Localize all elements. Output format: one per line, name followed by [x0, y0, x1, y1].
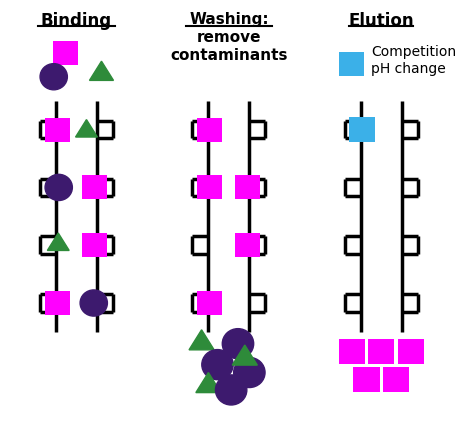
Text: Washing:
remove
contaminants: Washing: remove contaminants [170, 12, 288, 63]
Text: Competition
pH change: Competition pH change [371, 45, 456, 76]
FancyBboxPatch shape [398, 339, 424, 364]
FancyBboxPatch shape [338, 339, 365, 364]
FancyBboxPatch shape [197, 176, 222, 200]
FancyBboxPatch shape [53, 42, 78, 66]
FancyBboxPatch shape [235, 176, 260, 200]
Polygon shape [90, 62, 113, 81]
FancyBboxPatch shape [197, 291, 222, 315]
Circle shape [45, 175, 73, 201]
Polygon shape [47, 233, 69, 251]
Circle shape [216, 375, 247, 405]
FancyBboxPatch shape [82, 176, 107, 200]
Circle shape [80, 290, 108, 316]
FancyBboxPatch shape [339, 53, 364, 77]
FancyBboxPatch shape [197, 118, 222, 142]
FancyBboxPatch shape [235, 234, 260, 258]
FancyBboxPatch shape [349, 118, 375, 143]
Circle shape [222, 329, 254, 359]
Text: Elution: Elution [348, 12, 414, 30]
FancyBboxPatch shape [368, 339, 394, 364]
Circle shape [202, 350, 233, 380]
FancyBboxPatch shape [45, 118, 70, 142]
Circle shape [40, 64, 67, 91]
Circle shape [234, 357, 265, 388]
FancyBboxPatch shape [383, 367, 409, 392]
FancyBboxPatch shape [45, 291, 70, 315]
Text: Binding: Binding [41, 12, 112, 30]
FancyBboxPatch shape [354, 367, 380, 392]
Polygon shape [75, 120, 97, 138]
Polygon shape [196, 373, 221, 393]
Polygon shape [232, 345, 257, 365]
FancyBboxPatch shape [82, 234, 107, 258]
Polygon shape [189, 330, 214, 350]
